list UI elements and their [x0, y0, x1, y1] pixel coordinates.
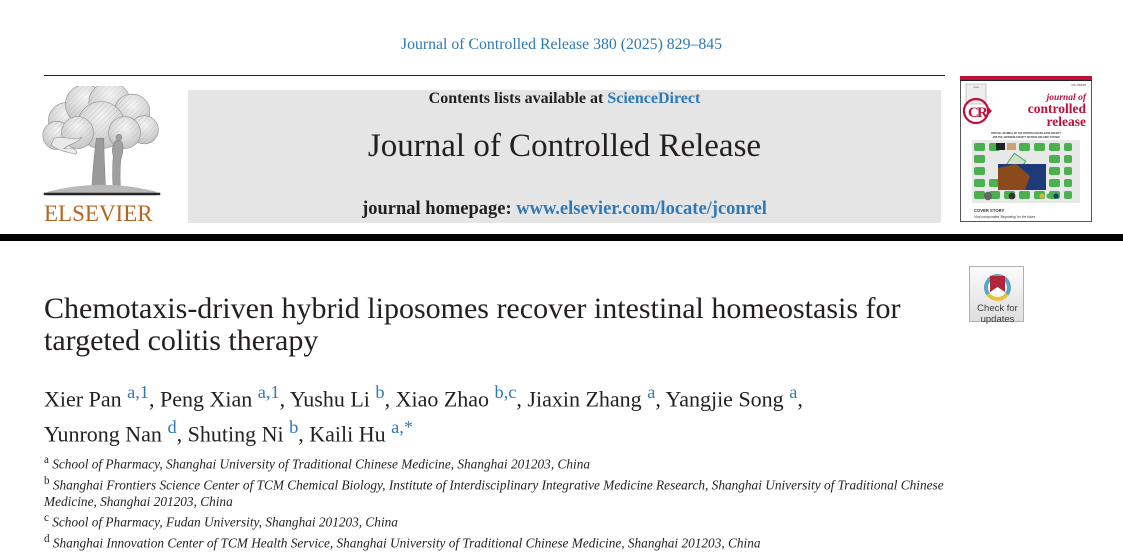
svg-text:release: release: [1047, 114, 1086, 129]
svg-text:VOL 379/2025: VOL 379/2025: [1071, 85, 1086, 87]
svg-text:R: R: [977, 105, 988, 121]
svg-text:OFFICIAL JOURNAL OF THE CONTRO: OFFICIAL JOURNAL OF THE CONTROLLED RELEA…: [991, 132, 1062, 135]
svg-text:AND THE JAPANESE SOCIETY OF DR: AND THE JAPANESE SOCIETY OF DRUG DELIVER…: [992, 136, 1059, 139]
svg-text:Viral-incorporated 'Bioprintin: Viral-incorporated 'Bioprinting' for the…: [974, 215, 1035, 219]
svg-text:COVER STORY: COVER STORY: [974, 208, 1004, 213]
svg-text:ISSN: ISSN: [973, 87, 979, 89]
